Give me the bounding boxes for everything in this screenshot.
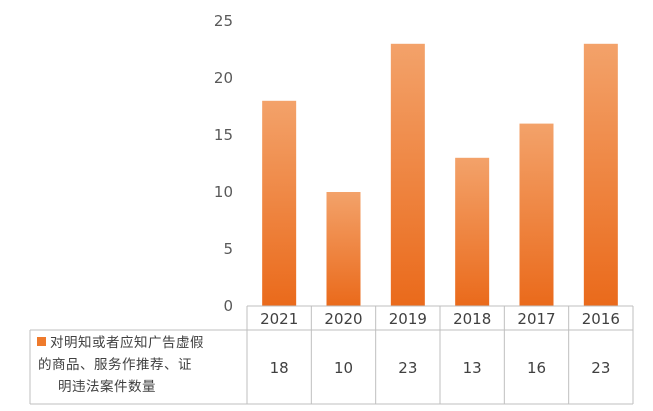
x-tick-label: 2019 bbox=[389, 310, 427, 328]
bar bbox=[583, 43, 618, 307]
bar bbox=[326, 192, 361, 306]
data-label: 10 bbox=[334, 359, 353, 377]
legend-series-name: 的商品、服务作推荐、证 bbox=[38, 357, 192, 373]
bar bbox=[262, 100, 297, 306]
legend-series-name: 对明知或者应知广告虚假 bbox=[50, 334, 204, 351]
y-tick-label: 15 bbox=[214, 126, 233, 144]
data-label: 23 bbox=[591, 359, 610, 377]
y-tick-label: 5 bbox=[223, 240, 233, 258]
x-tick-label: 2016 bbox=[582, 310, 620, 328]
data-label: 23 bbox=[398, 359, 417, 377]
bar bbox=[455, 157, 490, 306]
y-axis: 0 5 10 15 20 25 bbox=[214, 12, 233, 315]
data-label: 16 bbox=[527, 359, 546, 377]
data-label: 13 bbox=[463, 359, 482, 377]
y-tick-label: 0 bbox=[223, 297, 233, 315]
y-tick-label: 25 bbox=[214, 12, 233, 30]
bar-series bbox=[262, 43, 618, 307]
y-tick-label: 20 bbox=[214, 69, 233, 87]
x-tick-label: 2021 bbox=[260, 310, 298, 328]
y-tick-label: 10 bbox=[214, 183, 233, 201]
x-tick-label: 2018 bbox=[453, 310, 491, 328]
x-tick-label: 2020 bbox=[324, 310, 362, 328]
legend-series-name: 明违法案件数量 bbox=[58, 378, 156, 395]
legend-key-swatch bbox=[37, 337, 46, 346]
bar bbox=[519, 123, 554, 306]
data-table: 2021 2020 2019 2018 2017 2016 18 10 23 13 16 23 对明知或… bbox=[29, 305, 634, 405]
x-tick-label: 2017 bbox=[517, 310, 555, 328]
bar bbox=[390, 43, 425, 307]
data-label: 18 bbox=[270, 359, 289, 377]
